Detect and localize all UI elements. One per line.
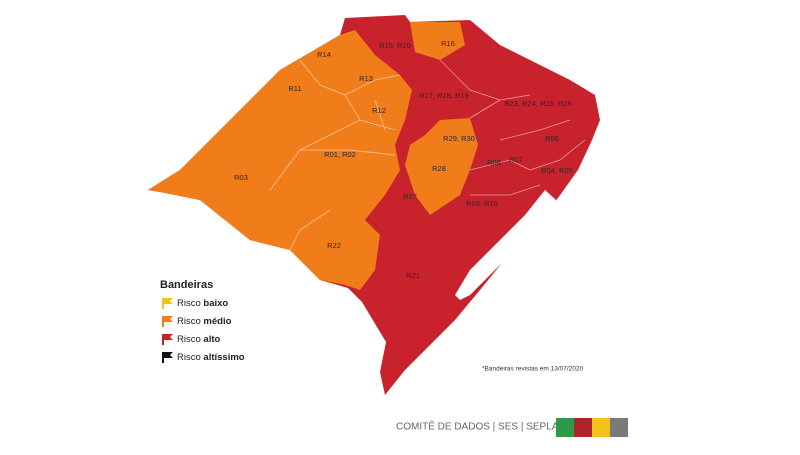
region-label: R14 — [317, 50, 331, 59]
color-block — [574, 418, 592, 437]
region-label: R27 — [403, 192, 417, 201]
region-label: R17, R18, R19 — [419, 91, 469, 100]
legend-flag — [162, 352, 173, 363]
legend-level: alto — [203, 334, 220, 345]
legend-title: Bandeiras — [160, 279, 213, 291]
region-label: R07 — [509, 155, 523, 164]
legend-flag — [162, 334, 173, 345]
region-label: R21 — [406, 271, 420, 280]
legend-flag — [162, 316, 173, 327]
legend-label: Risco altíssimo — [177, 352, 245, 363]
footer-credits: COMITÊ DE DADOS | SES | SEPLAG — [396, 420, 566, 433]
region-label: R09, R10 — [466, 199, 498, 208]
legend-label: Risco baixo — [177, 298, 228, 309]
note: *Bandeiras revistas em 13/07/2020 — [482, 366, 584, 373]
region-label: R12 — [372, 106, 386, 115]
medium-risk-area — [148, 30, 412, 290]
color-block — [556, 418, 574, 437]
region-label: R22 — [327, 241, 341, 250]
footer-color-blocks — [556, 418, 628, 437]
region-label: R03 — [234, 173, 248, 182]
color-block — [592, 418, 610, 437]
medium-risk-area — [410, 22, 465, 60]
region-label: R08 — [487, 158, 501, 167]
region-borders — [269, 59, 586, 251]
medium-risk-area — [405, 118, 478, 215]
legend-label: Risco alto — [177, 334, 220, 345]
region-label: R28 — [432, 164, 446, 173]
region-label: R11 — [288, 84, 301, 93]
region-label: R04, R05 — [541, 166, 573, 175]
legend-prefix: Risco — [177, 334, 201, 345]
lagoon — [455, 190, 556, 300]
region-label: R15, R20 — [379, 41, 411, 50]
legend-level: médio — [203, 316, 231, 327]
region-label: R06 — [545, 134, 559, 143]
region-label: R01, R02 — [324, 150, 356, 159]
legend-prefix: Risco — [177, 352, 201, 363]
region-label: R13 — [359, 74, 373, 83]
legend-flag — [162, 298, 173, 309]
state-map — [148, 15, 600, 395]
legend-prefix: Risco — [177, 298, 201, 309]
legend-prefix: Risco — [177, 316, 201, 327]
legend-level: altíssimo — [203, 352, 244, 363]
region-label: R16 — [441, 39, 455, 48]
region-label: R23, R24, R25, R26 — [504, 99, 572, 108]
region-labels: R14 R15, R20 R16 R13 R11 R12 R17, R18, R… — [234, 39, 573, 280]
legend-level: baixo — [203, 298, 228, 309]
region-label: R29, R30 — [443, 134, 475, 143]
legend-label: Risco médio — [177, 316, 232, 327]
color-block — [610, 418, 628, 437]
